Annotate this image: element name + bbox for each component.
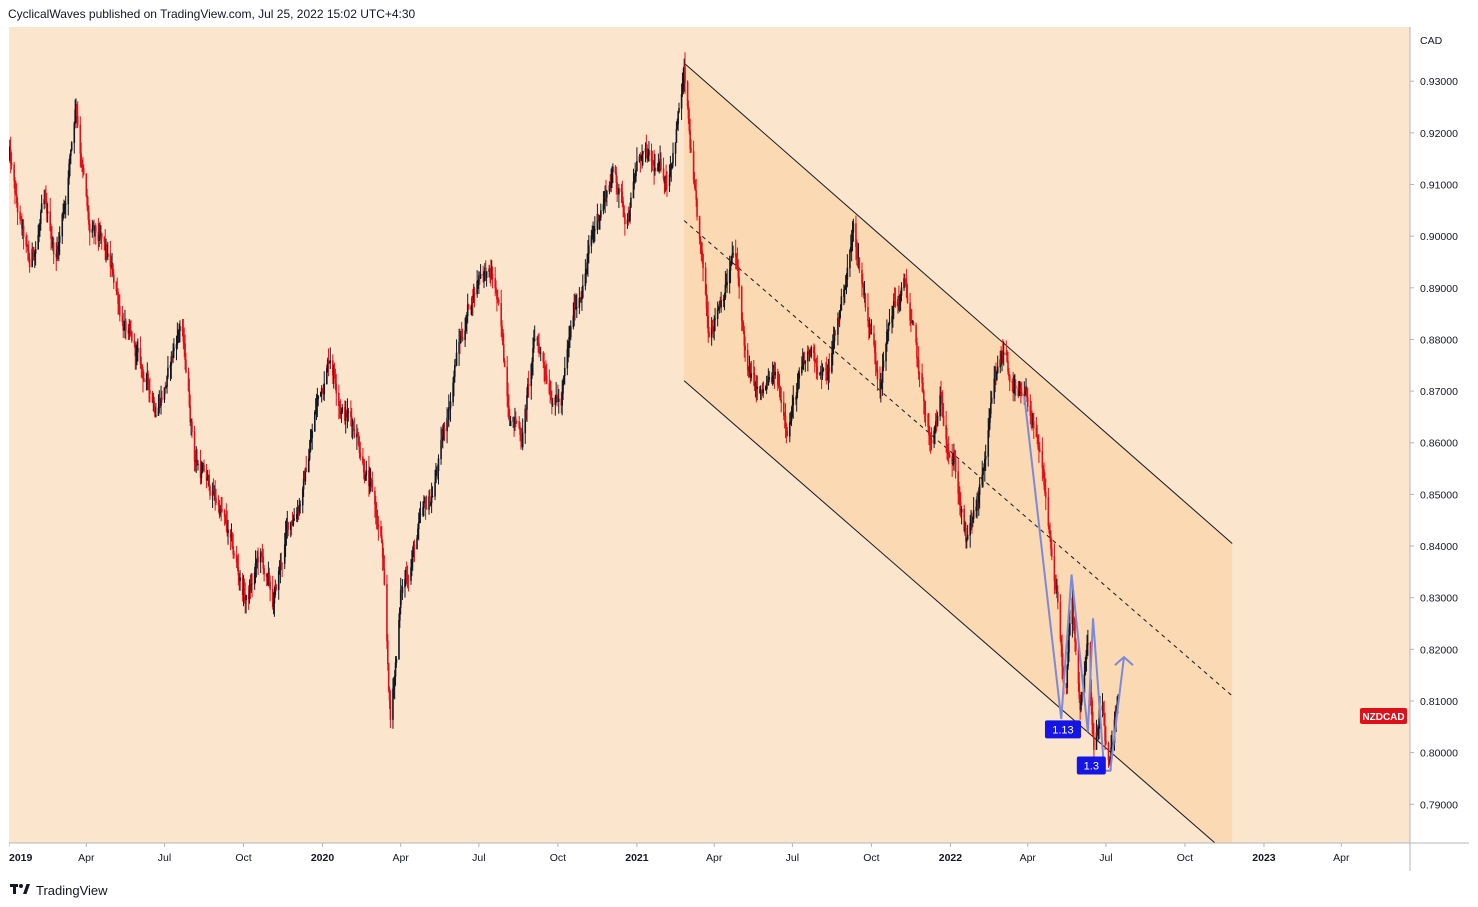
time-tick-label[interactable]: Apr bbox=[1020, 852, 1037, 864]
price-tick-label[interactable]: 0.82000 bbox=[1420, 644, 1458, 656]
price-tick-label[interactable]: 0.87000 bbox=[1420, 386, 1458, 398]
price-chart[interactable]: 1.13 1.3 CAD 0.93000 0.92000 0.91000 0.90000… bbox=[8, 27, 1469, 871]
chart-area[interactable]: 1.13 1.3 CAD 0.93000 0.92000 0.91000 0.90000… bbox=[8, 27, 1469, 871]
time-tick-label[interactable]: Jul bbox=[786, 852, 799, 864]
price-tick-label[interactable]: 0.90000 bbox=[1420, 231, 1458, 243]
footer-branding[interactable]: TradingView bbox=[10, 880, 108, 900]
channel-upper-line[interactable] bbox=[683, 62, 1233, 544]
price-tick-label[interactable]: 0.92000 bbox=[1420, 128, 1458, 140]
price-axis-ticks[interactable]: 0.93000 0.92000 0.91000 0.90000 0.89000 0.880… bbox=[1410, 76, 1458, 811]
publisher-attribution: CyclicalWaves published on TradingView.c… bbox=[8, 7, 416, 21]
time-tick-label[interactable]: Apr bbox=[706, 852, 723, 864]
projection-arrowhead bbox=[1114, 655, 1134, 666]
fib-ratio-label-box[interactable] bbox=[1044, 720, 1081, 739]
time-tick-label[interactable]: Apr bbox=[78, 852, 95, 864]
price-tick-label[interactable]: 0.86000 bbox=[1420, 438, 1458, 450]
price-tick-label[interactable]: 0.89000 bbox=[1420, 283, 1458, 295]
projection-path[interactable] bbox=[1023, 396, 1125, 772]
footer-brand-name: TradingView bbox=[36, 882, 108, 898]
time-tick-label[interactable]: Oct bbox=[550, 852, 566, 864]
price-tick-label[interactable]: 0.84000 bbox=[1420, 541, 1458, 553]
time-axis-ticks[interactable]: 2019 Apr Jul Oct 2020 Apr Jul Oct 2021 Apr Jul Oct 2… bbox=[8, 843, 1350, 864]
axes: CAD bbox=[9, 27, 1469, 871]
symbol-badge-label: NZDCAD bbox=[1362, 712, 1404, 723]
time-tick-label[interactable]: Oct bbox=[1177, 852, 1193, 864]
time-tick-label[interactable]: Oct bbox=[235, 852, 251, 864]
price-tick-label[interactable]: 0.85000 bbox=[1420, 489, 1458, 501]
channel-lower-line[interactable] bbox=[683, 380, 1216, 844]
time-tick-label[interactable]: Jul bbox=[1099, 852, 1112, 864]
price-tick-label[interactable]: 0.79000 bbox=[1420, 799, 1458, 811]
candlestick-series bbox=[8, 52, 1119, 771]
time-tick-label[interactable]: 2022 bbox=[939, 852, 963, 864]
fib-ratio-label: 1.13 bbox=[1052, 724, 1073, 736]
price-tick-label[interactable]: 0.88000 bbox=[1420, 334, 1458, 346]
time-tick-label[interactable]: Jul bbox=[472, 852, 485, 864]
time-tick-label[interactable]: 2021 bbox=[625, 852, 649, 864]
symbol-badge-box bbox=[1360, 707, 1407, 724]
currency-label: CAD bbox=[1420, 35, 1443, 47]
price-tick-label[interactable]: 0.81000 bbox=[1420, 696, 1458, 708]
fib-ratio-label-box[interactable] bbox=[1076, 756, 1106, 775]
last-price-badge: NZDCAD bbox=[1360, 707, 1407, 724]
price-tick-label[interactable]: 0.93000 bbox=[1420, 76, 1458, 88]
price-tick-label[interactable]: 0.80000 bbox=[1420, 748, 1458, 760]
time-tick-label[interactable]: Apr bbox=[1333, 852, 1350, 864]
tradingview-logo-icon bbox=[10, 882, 30, 898]
price-tick-label[interactable]: 0.83000 bbox=[1420, 593, 1458, 605]
time-tick-label[interactable]: Oct bbox=[863, 852, 879, 864]
time-tick-label[interactable]: Jul bbox=[158, 852, 171, 864]
projection-drawing[interactable]: 1.13 1.3 bbox=[1023, 396, 1134, 775]
time-tick-label[interactable]: 2023 bbox=[1252, 852, 1276, 864]
fib-ratio-label: 1.3 bbox=[1084, 761, 1099, 773]
time-tick-label[interactable]: Apr bbox=[393, 852, 410, 864]
price-tick-label[interactable]: 0.91000 bbox=[1420, 180, 1458, 192]
time-tick-label[interactable]: 2020 bbox=[311, 852, 335, 864]
channel-median-line[interactable] bbox=[683, 220, 1233, 697]
time-tick-label[interactable]: 2019 bbox=[9, 852, 33, 864]
